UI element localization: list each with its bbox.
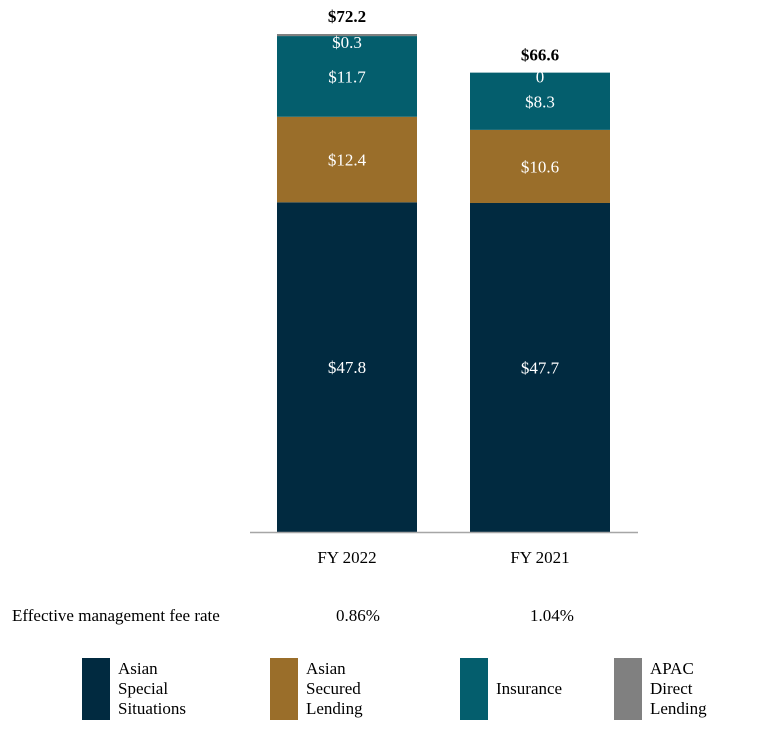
bar-segment-asian-secured-lending: [470, 129, 610, 203]
stacked-bar-chart: $47.8 $12.4 $11.7 $0.3 $72.2 FY 2022 $47.7 $10.…: [250, 7, 638, 567]
legend-label: APAC Direct Lending: [650, 659, 707, 718]
data-label: $12.4: [328, 151, 367, 170]
data-label: $0.3: [332, 33, 362, 52]
legend-swatch: [270, 658, 298, 720]
bar-segment-asian-special-situations: [470, 202, 610, 532]
legend-label: Asian Secured Lending: [306, 659, 363, 718]
fee-rate-row: Effective management fee rate 0.86% 1.04…: [0, 606, 780, 630]
legend-swatch: [460, 658, 488, 720]
bar-segment-insurance: [470, 72, 610, 130]
data-label: $10.6: [521, 157, 559, 176]
data-label: $47.8: [328, 358, 366, 377]
data-label: $8.3: [525, 92, 555, 111]
x-tick-label: FY 2022: [317, 548, 376, 567]
legend-label: Asian Special Situations: [118, 659, 187, 718]
legend-swatch: [82, 658, 110, 720]
total-label: $72.2: [328, 7, 366, 26]
data-label: $47.7: [521, 358, 560, 377]
fee-rate-fy2022: 0.86%: [336, 606, 380, 625]
bar-segment-asian-special-situations: [277, 202, 417, 532]
fee-rate-title: Effective management fee rate: [12, 606, 220, 625]
legend-label: Insurance: [496, 679, 563, 698]
bar-segment-insurance: [277, 36, 417, 117]
fee-rate-fy2021: 1.04%: [530, 606, 574, 625]
legend: Asian Special Situations Asian Secured L…: [0, 658, 780, 720]
x-tick-label: FY 2021: [510, 548, 569, 567]
total-label: $66.6: [521, 46, 559, 65]
data-label: $11.7: [328, 67, 366, 86]
data-label: 0: [536, 68, 545, 87]
legend-swatch: [614, 658, 642, 720]
bar-segment-apac-direct-lending: [277, 34, 417, 37]
bar-segment-asian-secured-lending: [277, 116, 417, 203]
